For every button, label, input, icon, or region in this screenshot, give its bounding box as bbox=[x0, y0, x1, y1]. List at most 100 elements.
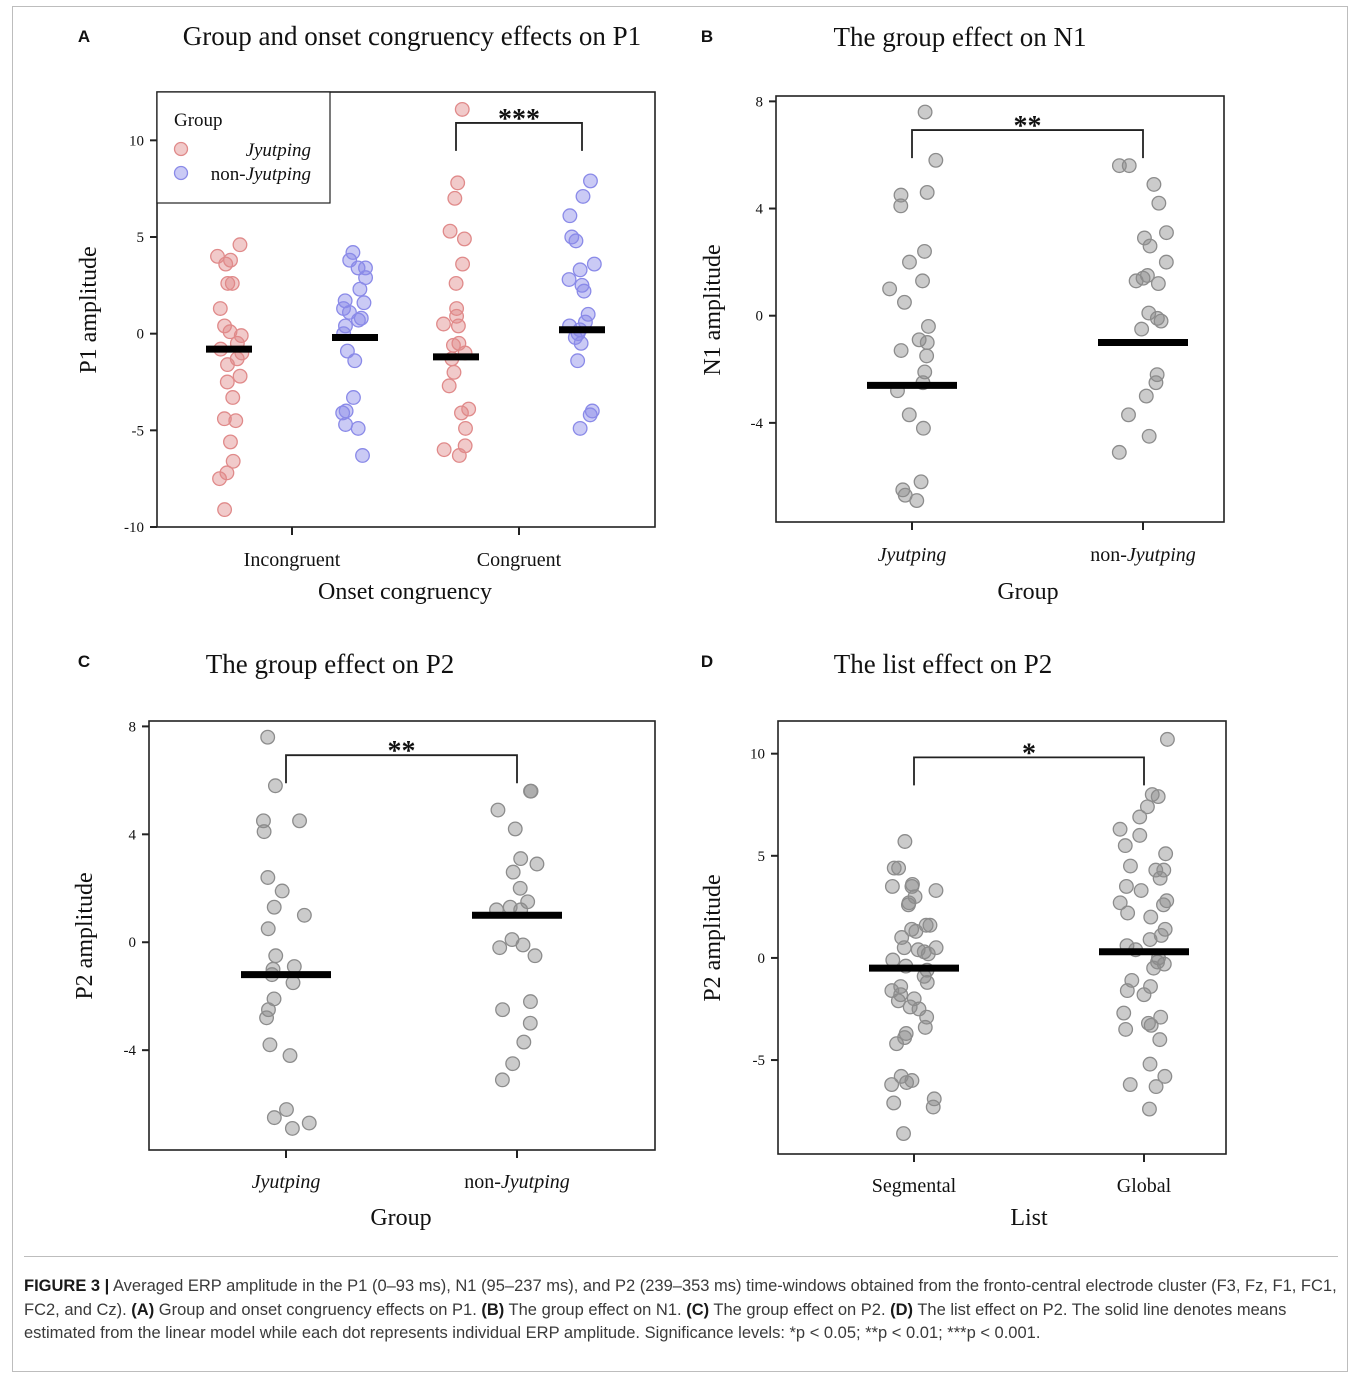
data-point bbox=[928, 152, 944, 168]
data-point bbox=[893, 187, 909, 203]
caption-panel-ref: (C) bbox=[686, 1300, 710, 1319]
caption-text: The group effect on N1. bbox=[504, 1300, 687, 1319]
data-point bbox=[352, 281, 368, 297]
data-point bbox=[1143, 1017, 1159, 1033]
data-point bbox=[900, 897, 916, 913]
data-point bbox=[523, 783, 538, 799]
data-point bbox=[893, 343, 909, 358]
data-point bbox=[1148, 375, 1164, 391]
data-point bbox=[1151, 195, 1167, 211]
data-point bbox=[902, 254, 917, 270]
data-point bbox=[494, 1072, 510, 1088]
caption-panel-ref: (B) bbox=[481, 1300, 505, 1319]
data-point bbox=[1142, 1056, 1158, 1072]
x-tick-label: Congruent bbox=[477, 549, 562, 571]
data-point bbox=[447, 190, 463, 206]
chart-panel-b: B The group effect on N1 8 4 0 -4 Jyutping non-… bbox=[700, 22, 1225, 605]
significance-label: ** bbox=[1014, 111, 1042, 142]
panel-letter: A bbox=[78, 27, 90, 46]
y-tick-label: 8 bbox=[756, 94, 764, 110]
x-tick-label: non-Jyutping bbox=[1090, 544, 1196, 566]
data-point bbox=[922, 917, 938, 933]
data-point bbox=[1152, 1032, 1168, 1048]
data-point bbox=[436, 316, 451, 332]
data-point bbox=[1111, 444, 1127, 460]
data-point bbox=[495, 1002, 511, 1018]
data-point bbox=[346, 390, 361, 405]
data-point bbox=[220, 275, 236, 291]
data-point bbox=[232, 368, 248, 384]
data-point bbox=[282, 1048, 298, 1064]
data-point bbox=[255, 813, 271, 829]
data-point bbox=[266, 1110, 282, 1126]
data-point bbox=[896, 294, 912, 310]
data-point bbox=[562, 208, 578, 224]
data-point bbox=[1146, 176, 1162, 192]
plot-area bbox=[777, 720, 1227, 1155]
data-point bbox=[218, 256, 234, 272]
data-point bbox=[441, 378, 457, 394]
data-point bbox=[256, 824, 272, 840]
data-point bbox=[1142, 238, 1158, 254]
data-point bbox=[570, 353, 586, 369]
data-point bbox=[490, 802, 506, 818]
data-point bbox=[1156, 862, 1172, 878]
data-point bbox=[920, 318, 936, 334]
data-point bbox=[1138, 388, 1154, 404]
data-point bbox=[216, 411, 232, 427]
data-point bbox=[893, 979, 909, 994]
data-point bbox=[1112, 821, 1128, 837]
data-point bbox=[505, 1056, 521, 1072]
data-point bbox=[458, 420, 473, 436]
data-point bbox=[889, 1036, 905, 1052]
data-point bbox=[928, 883, 944, 898]
legend-entry: non-Jyutping bbox=[211, 164, 311, 185]
data-point bbox=[451, 448, 467, 463]
data-point bbox=[1117, 838, 1133, 854]
data-point bbox=[233, 328, 249, 344]
data-point bbox=[448, 275, 464, 291]
y-tick-label: -4 bbox=[751, 416, 764, 432]
data-point bbox=[456, 231, 472, 247]
data-point bbox=[582, 407, 598, 423]
data-point bbox=[1142, 1101, 1157, 1117]
data-point bbox=[1153, 1009, 1169, 1025]
data-point bbox=[454, 101, 470, 117]
data-point bbox=[1134, 321, 1150, 337]
data-point bbox=[527, 948, 543, 964]
data-point bbox=[507, 821, 523, 837]
plot-area bbox=[156, 91, 656, 528]
y-axis-label: N1 amplitude bbox=[700, 244, 726, 375]
chart-panel-a: A Group and onset congruency effects on P… bbox=[76, 21, 656, 605]
data-point bbox=[455, 256, 471, 272]
data-point bbox=[1116, 1005, 1132, 1021]
data-point bbox=[1158, 254, 1174, 270]
data-point bbox=[575, 188, 591, 204]
data-point bbox=[1119, 983, 1135, 999]
chart-title: Group and onset congruency effects on P1 bbox=[183, 21, 641, 51]
data-point bbox=[212, 471, 227, 487]
data-point bbox=[260, 870, 276, 885]
data-point bbox=[442, 223, 458, 239]
data-point bbox=[505, 864, 521, 880]
y-axis-label: P2 amplitude bbox=[700, 874, 726, 1001]
data-point bbox=[1121, 407, 1136, 423]
data-point bbox=[884, 1077, 900, 1093]
y-tick-label: -4 bbox=[124, 1043, 137, 1059]
data-point bbox=[1112, 895, 1128, 911]
data-point bbox=[1158, 846, 1174, 862]
data-point bbox=[568, 233, 584, 249]
y-tick-label: 5 bbox=[137, 230, 145, 246]
x-axis-label: Onset congruency bbox=[318, 579, 492, 605]
y-tick-label: 10 bbox=[129, 133, 144, 149]
chart-title: The list effect on P2 bbox=[834, 649, 1052, 679]
data-point bbox=[915, 273, 930, 289]
x-axis-label: Group bbox=[370, 1205, 431, 1231]
data-point bbox=[1141, 428, 1157, 444]
data-point bbox=[1159, 225, 1174, 241]
data-point bbox=[1136, 230, 1152, 246]
data-point bbox=[222, 324, 238, 340]
data-point bbox=[572, 420, 588, 436]
caption-panel-ref: (D) bbox=[890, 1300, 914, 1319]
legend-title: Group bbox=[174, 110, 223, 131]
